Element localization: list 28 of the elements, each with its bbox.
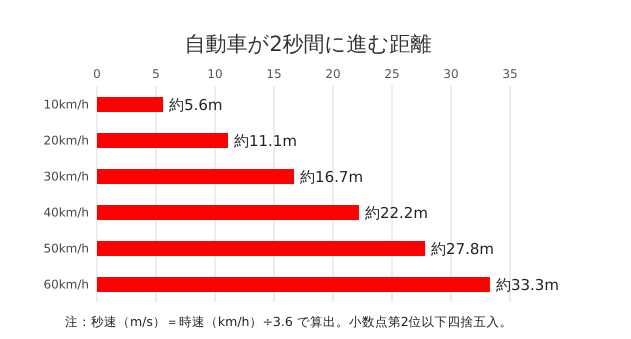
y-tick-label: 40km/h	[43, 205, 89, 220]
data-label: 約33.3m	[496, 276, 559, 294]
bar	[97, 97, 164, 112]
x-tick-label: 5	[152, 67, 160, 81]
data-label: 約22.2m	[364, 204, 428, 222]
x-tick-label: 20	[325, 67, 341, 81]
y-tick-label: 30km/h	[43, 169, 89, 184]
data-label: 約16.7m	[300, 168, 364, 186]
y-tick-label: 50km/h	[43, 241, 89, 256]
data-label: 約5.6m	[169, 96, 223, 114]
x-tick-label: 10	[207, 67, 223, 81]
bar	[97, 133, 228, 148]
x-tick-label: 25	[384, 67, 400, 81]
x-tick-label: 15	[266, 67, 282, 81]
y-tick-label: 10km/h	[43, 97, 89, 112]
data-label: 約27.8m	[431, 240, 494, 258]
y-tick-label: 60km/h	[43, 277, 89, 292]
x-tick-label: 35	[502, 67, 518, 81]
x-tick-label: 0	[93, 67, 101, 81]
bar	[97, 277, 490, 292]
text: 注：秒速（m/s）＝時速（km/h）÷3.6 で算出。小数点第2位以下四捨五入。	[65, 314, 513, 331]
y-tick-label: 20km/h	[43, 133, 89, 148]
bar	[97, 241, 426, 256]
x-tick-label: 30	[443, 67, 459, 81]
bar	[97, 169, 294, 184]
chart-title: 自動車が2秒間に進む距離	[183, 31, 433, 58]
bar	[97, 205, 359, 220]
data-label: 約11.1m	[234, 132, 297, 150]
